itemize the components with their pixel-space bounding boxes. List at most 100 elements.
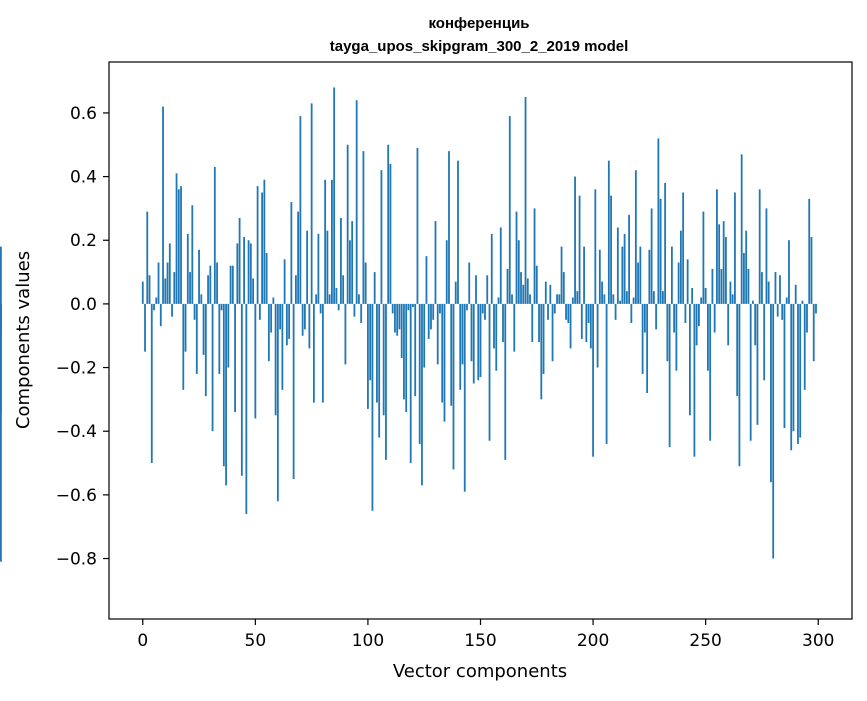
bar <box>225 303 227 486</box>
bar <box>765 208 768 304</box>
bar <box>504 303 507 460</box>
bar <box>535 265 538 304</box>
bar <box>0 303 2 333</box>
bar <box>200 294 203 304</box>
bar <box>144 303 146 352</box>
bar <box>294 275 297 304</box>
bar <box>243 237 245 304</box>
bar <box>488 303 491 441</box>
y-axis-ticks: −0.8 −0.6 −0.4 −0.2 0.0 0.2 0.4 0.6 <box>56 104 109 570</box>
bar <box>621 246 624 304</box>
bar <box>583 246 585 304</box>
bar <box>587 303 590 323</box>
bar <box>495 303 498 371</box>
bar <box>184 303 187 352</box>
bar <box>639 246 642 304</box>
bar <box>418 303 421 444</box>
bar <box>569 303 572 349</box>
bar <box>254 303 257 419</box>
bar <box>439 303 441 314</box>
bar <box>0 246 2 304</box>
bar <box>657 138 660 304</box>
bar <box>441 303 444 403</box>
bar <box>454 281 457 304</box>
bar <box>648 249 651 304</box>
bar <box>457 160 459 304</box>
bar <box>301 303 304 336</box>
bar <box>670 246 673 304</box>
bar <box>445 240 448 304</box>
bar <box>698 303 700 327</box>
bar <box>166 262 169 304</box>
bar <box>236 243 239 304</box>
bar <box>385 303 387 460</box>
bar <box>810 237 813 304</box>
bar <box>222 303 225 467</box>
bar <box>270 303 273 333</box>
bar <box>211 303 214 432</box>
bar <box>585 303 588 343</box>
bar <box>290 202 293 304</box>
bar <box>263 179 266 304</box>
bar <box>312 303 315 403</box>
bar <box>538 303 540 343</box>
bar <box>231 265 234 304</box>
bar <box>661 291 664 304</box>
x-tick-label: 100 <box>352 631 384 651</box>
bar <box>493 303 495 349</box>
bar <box>434 221 437 304</box>
bar <box>691 287 694 304</box>
bar <box>738 303 741 467</box>
bar <box>436 303 439 365</box>
bar <box>477 303 480 381</box>
bar <box>785 297 788 304</box>
bar <box>292 303 295 479</box>
bar <box>718 224 721 304</box>
x-tick-label: 200 <box>577 631 609 651</box>
bar <box>632 297 635 304</box>
bar <box>405 303 408 413</box>
bar <box>560 246 563 304</box>
bar <box>589 303 592 349</box>
bar <box>605 303 608 444</box>
bar <box>754 303 757 346</box>
bar <box>788 240 790 304</box>
bar <box>484 303 486 320</box>
bar <box>204 303 207 397</box>
bar <box>407 303 410 311</box>
bar <box>542 303 545 374</box>
bar <box>198 249 200 304</box>
bar <box>155 297 158 304</box>
bar <box>790 303 793 451</box>
bar <box>470 303 473 362</box>
bar <box>461 303 464 365</box>
bar <box>351 221 354 304</box>
bar <box>497 297 500 304</box>
bar <box>745 230 748 304</box>
bar <box>267 303 270 362</box>
bar <box>272 297 275 304</box>
bar <box>403 303 405 400</box>
bar <box>337 303 340 311</box>
bar <box>650 208 653 304</box>
bar <box>625 291 628 304</box>
bar <box>734 192 736 304</box>
bar <box>213 167 216 304</box>
bar <box>551 303 554 362</box>
bar <box>702 211 705 304</box>
bar <box>502 303 504 343</box>
bar <box>610 195 612 304</box>
bar <box>342 275 345 304</box>
bar <box>700 297 703 304</box>
bar <box>195 303 198 374</box>
bar <box>576 291 579 304</box>
bar <box>281 303 284 390</box>
bar <box>720 268 723 304</box>
y-tick-label: 0.2 <box>70 231 97 251</box>
bar <box>335 287 338 304</box>
bar <box>308 303 311 349</box>
bar <box>310 103 313 304</box>
bar <box>252 278 254 304</box>
bar <box>770 303 772 483</box>
bar <box>792 303 795 432</box>
